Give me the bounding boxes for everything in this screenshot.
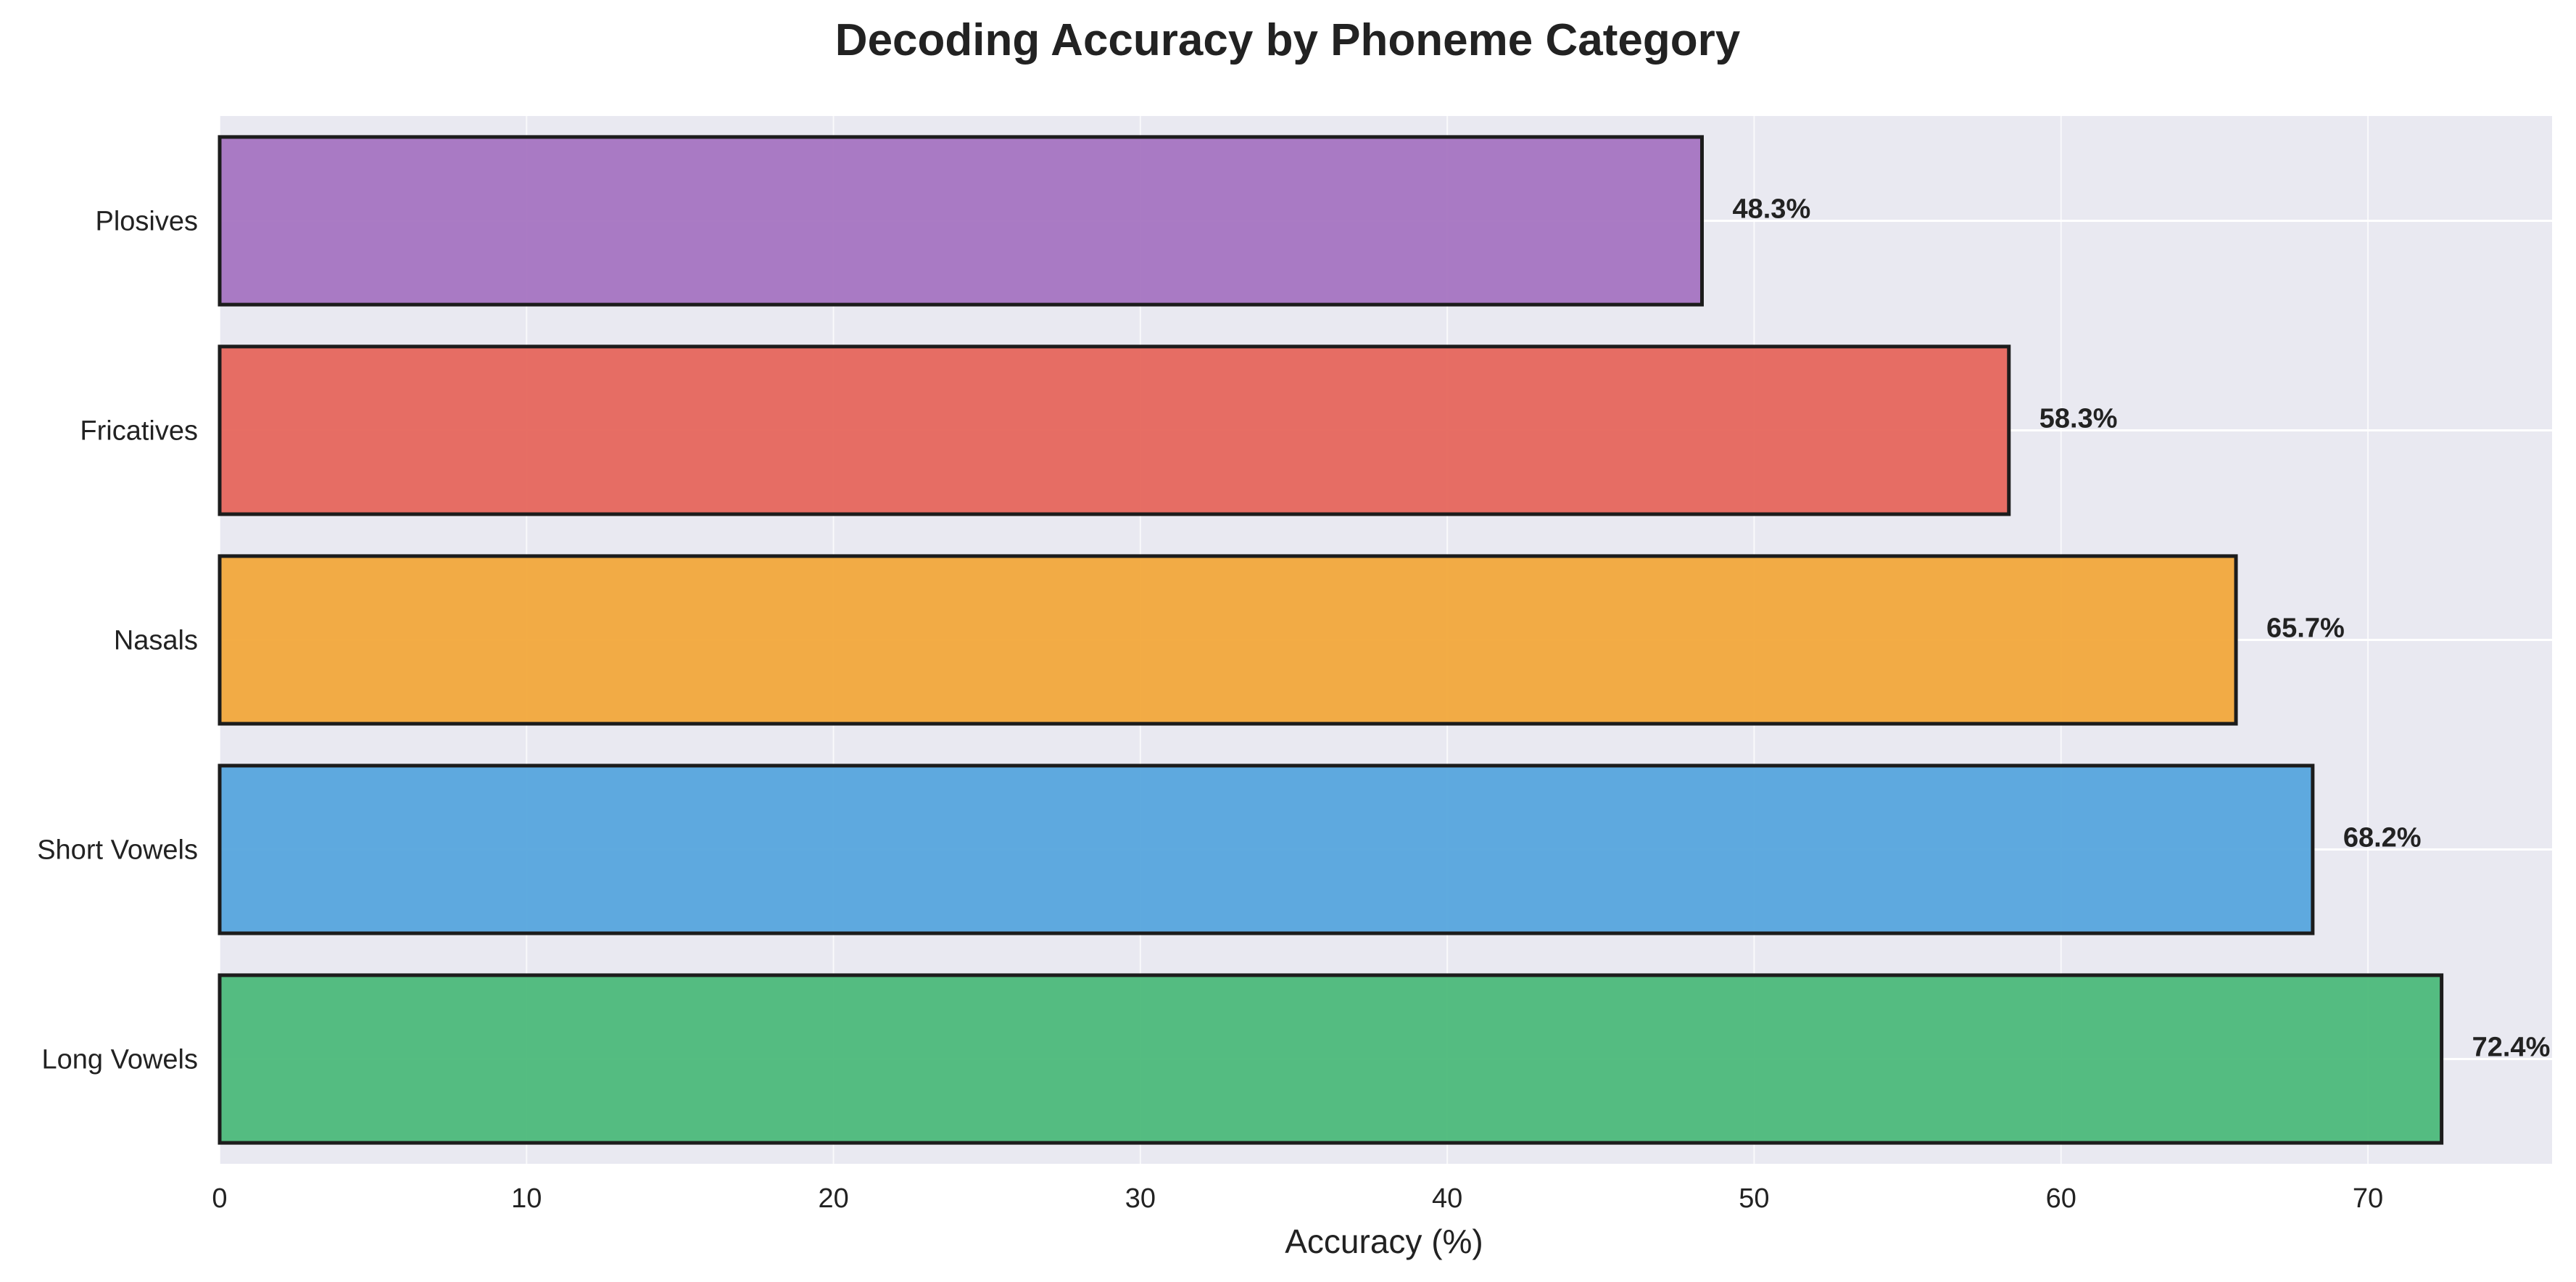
data-labels: 72.4% 68.2% 65.7% 58.3% 48.3% [1732,194,2550,1063]
bar-value-label: 72.4% [2472,1033,2551,1063]
x-axis-tick-labels: 0 10 20 30 40 50 60 70 [212,1183,2383,1214]
bar-long-vowels [218,973,2444,1145]
x-tick-label: 10 [511,1183,542,1214]
bar-nasals [218,554,2238,726]
x-axis-label: Accuracy (%) [1285,1223,1483,1260]
y-tick-label: Plosives [96,207,199,237]
x-tick-label: 20 [818,1183,848,1214]
bar-plosives [218,135,1704,307]
bar-value-label: 48.3% [1732,194,1810,225]
y-tick-label: Short Vowels [37,835,198,866]
x-tick-label: 40 [1432,1183,1462,1214]
bars [218,135,2444,1145]
bar-value-label: 68.2% [2343,823,2422,853]
x-tick-label: 0 [212,1183,227,1214]
bar-short-vowels [218,764,2315,935]
chart-title: Decoding Accuracy by Phoneme Category [835,15,1741,65]
x-tick-label: 60 [2046,1183,2076,1214]
bar-value-label: 58.3% [2039,404,2118,434]
y-tick-label: Long Vowels [42,1045,199,1075]
x-tick-label: 70 [2353,1183,2383,1214]
y-axis-tick-labels: Long Vowels Short Vowels Nasals Fricatives P… [37,207,198,1075]
bar-value-label: 65.7% [2266,613,2345,644]
x-tick-label: 50 [1739,1183,1769,1214]
y-tick-label: Nasals [114,626,198,656]
x-tick-label: 30 [1125,1183,1156,1214]
y-tick-label: Fricatives [80,416,198,447]
bar-fricatives [218,344,2011,516]
